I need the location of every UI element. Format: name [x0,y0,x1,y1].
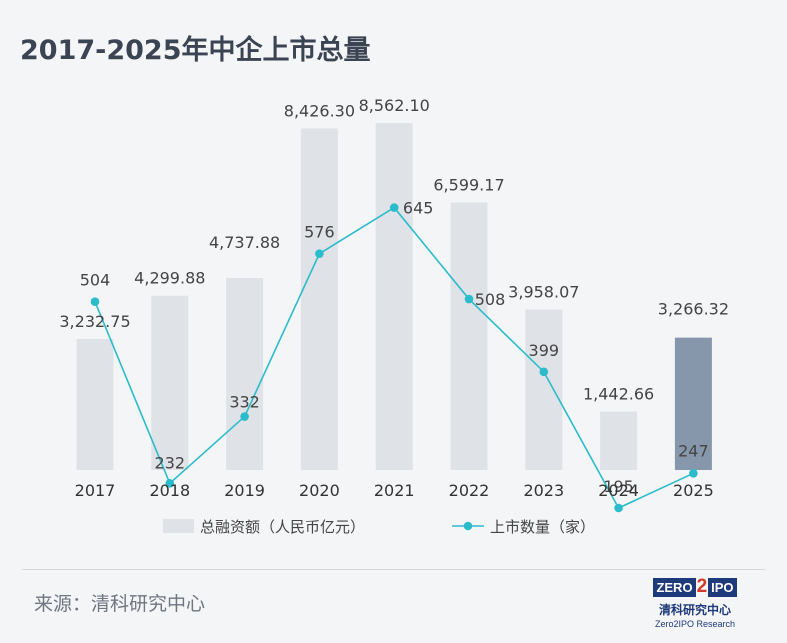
bar-value-label-2019: 4,737.88 [209,233,280,252]
line-value-label-2018: 232 [155,453,186,472]
bar-2024 [600,411,638,470]
line-value-label-2024: 195 [603,477,634,496]
bar-value-label-2021: 8,562.10 [359,96,430,115]
legend-swatch-dot [463,521,473,531]
logo-mark: ZERO 2 IPO [649,577,741,597]
x-tick-label-2022: 2022 [449,481,490,500]
line-value-label-2025: 247 [678,441,709,460]
bar-2018 [151,295,189,470]
bar-value-label-2017: 3,232.75 [59,312,130,331]
line-value-label-2020: 576 [304,223,335,242]
divider [22,569,765,570]
legend-label-count: 上市数量（家） [490,518,595,536]
x-tick-label-2021: 2021 [374,481,415,500]
logo-two: 2 [696,576,708,597]
logo-ipo: IPO [708,577,737,597]
bar-value-label-2018: 4,299.88 [134,269,205,288]
line-point-2023 [539,367,549,377]
line-point-2017 [90,297,100,307]
bar-2023 [525,309,563,470]
line-point-2022 [464,294,474,304]
x-tick-label-2025: 2025 [673,481,714,500]
combo-chart: 3,232.75 4,299.884,737.88 8,426.30 8,562.10… [59,96,729,536]
logo-zero: ZERO [653,577,696,597]
bar-value-label-2022: 6,599.17 [433,176,504,195]
line-point-2020 [315,249,324,258]
line-value-label-2019: 332 [229,393,260,412]
bar-2019 [226,277,264,470]
zero2ipo-logo: ZERO 2 IPO 清科研究中心 Zero2IPO Research [649,577,741,629]
line-value-label-2021: 645 [403,199,434,218]
x-tick-label-2017: 2017 [75,481,116,500]
line-point-2024 [614,503,623,513]
line-point-2025 [689,468,698,478]
bar-value-label-2023: 3,958.07 [508,283,579,302]
source-note: 来源：清科研究中心 [34,593,206,615]
bar-2020 [300,128,338,470]
chart-title: 2017-2025年中企上市总量 [20,35,371,66]
bar-2021 [375,123,413,470]
bar-2017 [76,338,114,470]
x-tick-label-2020: 2020 [299,481,340,500]
bar-value-label-2024: 1,442.66 [583,385,654,404]
x-tick-label-2023: 2023 [523,481,564,500]
bar-2022 [450,202,488,470]
bar-2025 [674,337,712,470]
logo-en-name: Zero2IPO Research [654,619,736,629]
bar-value-label-2025: 3,266.32 [658,300,729,319]
line-point-2021 [389,203,399,212]
line-value-label-2022: 508 [475,290,506,309]
line-value-label-2017: 504 [80,271,111,290]
line-point-2018 [165,479,175,488]
x-tick-label-2018: 2018 [149,481,190,500]
legend-swatch-bar [163,519,194,533]
legend-label-funding: 总融资额（人民币亿元） [200,518,365,536]
logo-cn-name: 清科研究中心 [658,603,731,617]
x-tick-label-2024: 2024 [598,481,639,500]
bar-value-label-2020: 8,426.30 [284,102,355,121]
line-value-label-2023: 399 [529,341,560,360]
line-point-2019 [240,412,249,421]
x-tick-label-2019: 2019 [224,481,265,500]
